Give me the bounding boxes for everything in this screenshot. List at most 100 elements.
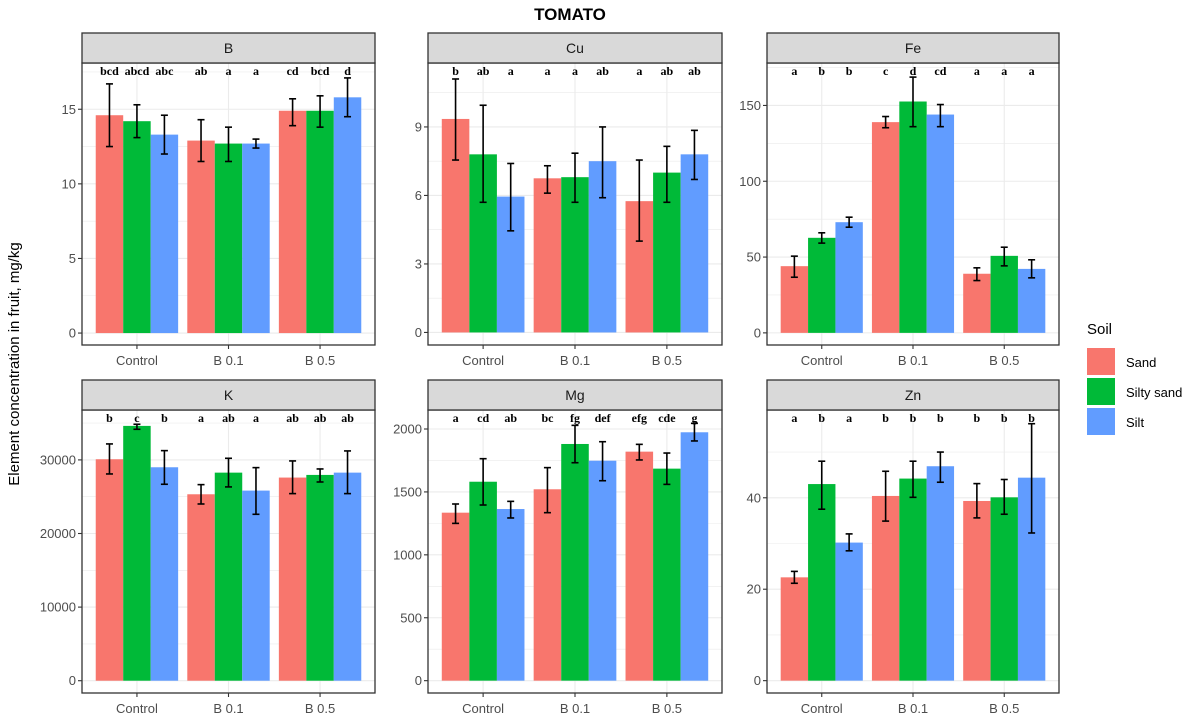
facet-strip-label: Mg xyxy=(565,387,584,403)
x-tick-label: Control xyxy=(462,701,504,716)
significance-letter: b xyxy=(910,411,917,425)
bar-B-B01-silt xyxy=(242,143,270,334)
x-tick-label: B 0.5 xyxy=(305,701,335,716)
bar-Fe-B05-silt xyxy=(1017,268,1046,333)
y-tick-label: 6 xyxy=(415,188,422,203)
significance-letter: ab xyxy=(504,411,517,425)
bar-K-B05-silty-sand xyxy=(306,474,334,681)
bar-K-Control-sand xyxy=(95,459,124,681)
x-tick-label: B 0.1 xyxy=(898,353,928,368)
significance-letter: ab xyxy=(195,64,208,78)
y-tick-label: 5 xyxy=(69,251,76,266)
bar-Zn-Control-sand xyxy=(780,577,809,681)
significance-letter: a xyxy=(572,64,578,78)
bar-Fe-B01-sand xyxy=(871,122,900,333)
significance-letter: cde xyxy=(658,411,676,425)
significance-letter: b xyxy=(846,64,853,78)
y-tick-label: 10000 xyxy=(40,600,76,615)
x-tick-label: B 0.5 xyxy=(652,701,682,716)
facet-strip-label: Zn xyxy=(905,387,921,403)
significance-letter: a xyxy=(226,64,232,78)
significance-letter: a xyxy=(974,64,980,78)
y-tick-label: 15 xyxy=(62,102,76,117)
significance-letter: bcd xyxy=(311,64,330,78)
significance-letter: ab xyxy=(341,411,354,425)
bar-Zn-B05-sand xyxy=(963,500,991,681)
bar-K-Control-silty-sand xyxy=(123,425,151,681)
bar-Mg-B05-silty-sand xyxy=(653,468,681,681)
bar-Zn-Control-silty-sand xyxy=(808,484,836,681)
y-tick-label: 30000 xyxy=(40,452,76,467)
legend-label: Silt xyxy=(1126,415,1144,430)
bar-Mg-B01-silty-sand xyxy=(561,443,589,681)
legend-label: Silty sand xyxy=(1126,385,1182,400)
significance-letter: b xyxy=(818,64,825,78)
x-tick-label: Control xyxy=(801,701,843,716)
y-tick-label: 2000 xyxy=(393,422,422,437)
bar-Mg-Control-silt xyxy=(496,509,525,681)
facet-strip xyxy=(427,32,723,64)
facet-strip xyxy=(427,379,723,411)
y-tick-label: 40 xyxy=(747,490,761,505)
bar-K-B05-silt xyxy=(333,472,362,681)
y-tick-label: 0 xyxy=(415,325,422,340)
significance-letter: a xyxy=(636,64,642,78)
significance-letter: a xyxy=(1001,64,1007,78)
significance-letter: b xyxy=(106,411,113,425)
bar-K-Control-silt xyxy=(150,467,179,681)
significance-letter: g xyxy=(691,411,697,425)
x-tick-label: B 0.1 xyxy=(560,701,590,716)
bar-Fe-B01-silty-sand xyxy=(899,101,927,333)
y-tick-label: 3 xyxy=(415,256,422,271)
x-tick-label: Control xyxy=(116,701,158,716)
bar-Fe-B05-sand xyxy=(963,273,991,333)
legend-label: Sand xyxy=(1126,355,1156,370)
significance-letter: b xyxy=(882,411,889,425)
bar-Fe-Control-silty-sand xyxy=(808,237,836,333)
significance-letter: ab xyxy=(222,411,235,425)
significance-letter: c xyxy=(134,411,140,425)
significance-letter: b xyxy=(1028,411,1035,425)
x-tick-label: B 0.5 xyxy=(989,701,1019,716)
significance-letter: b xyxy=(452,64,459,78)
significance-letter: cd xyxy=(287,64,299,78)
significance-letter: a xyxy=(791,64,797,78)
y-tick-label: 150 xyxy=(739,98,761,113)
bar-Mg-Control-sand xyxy=(441,512,470,681)
facet-strip xyxy=(81,32,376,64)
significance-letter: a xyxy=(253,64,259,78)
bar-Cu-B05-silt xyxy=(680,154,709,333)
bar-B-B01-silty-sand xyxy=(214,143,243,334)
y-tick-label: 0 xyxy=(415,673,422,688)
bar-K-B01-silty-sand xyxy=(214,472,243,681)
x-tick-label: B 0.5 xyxy=(989,353,1019,368)
significance-letter: b xyxy=(161,411,168,425)
y-tick-label: 500 xyxy=(400,610,422,625)
x-tick-label: B 0.1 xyxy=(898,701,928,716)
x-tick-label: B 0.1 xyxy=(213,353,243,368)
x-tick-label: B 0.1 xyxy=(560,353,590,368)
significance-letter: bc xyxy=(541,411,554,425)
significance-letter: b xyxy=(974,411,981,425)
x-tick-label: Control xyxy=(462,353,504,368)
significance-letter: a xyxy=(508,64,514,78)
bar-Fe-B01-silt xyxy=(926,114,955,333)
bar-K-B01-sand xyxy=(187,494,215,681)
significance-letter: a xyxy=(253,411,259,425)
bar-Fe-Control-silt xyxy=(835,222,863,333)
y-tick-label: 0 xyxy=(69,326,76,341)
bar-Mg-B05-silt xyxy=(680,432,709,681)
bar-Zn-B01-silty-sand xyxy=(899,478,927,681)
x-tick-label: B 0.1 xyxy=(213,701,243,716)
significance-letter: ab xyxy=(477,64,490,78)
bar-B-Control-sand xyxy=(95,115,124,334)
significance-letter: c xyxy=(883,64,889,78)
facet-strip xyxy=(766,379,1060,411)
significance-letter: a xyxy=(791,411,797,425)
y-tick-label: 9 xyxy=(415,119,422,134)
bar-B-Control-silt xyxy=(150,134,179,334)
significance-letter: cd xyxy=(477,411,489,425)
facet-strip-label: Fe xyxy=(905,40,922,56)
bar-Zn-Control-silt xyxy=(835,542,863,681)
